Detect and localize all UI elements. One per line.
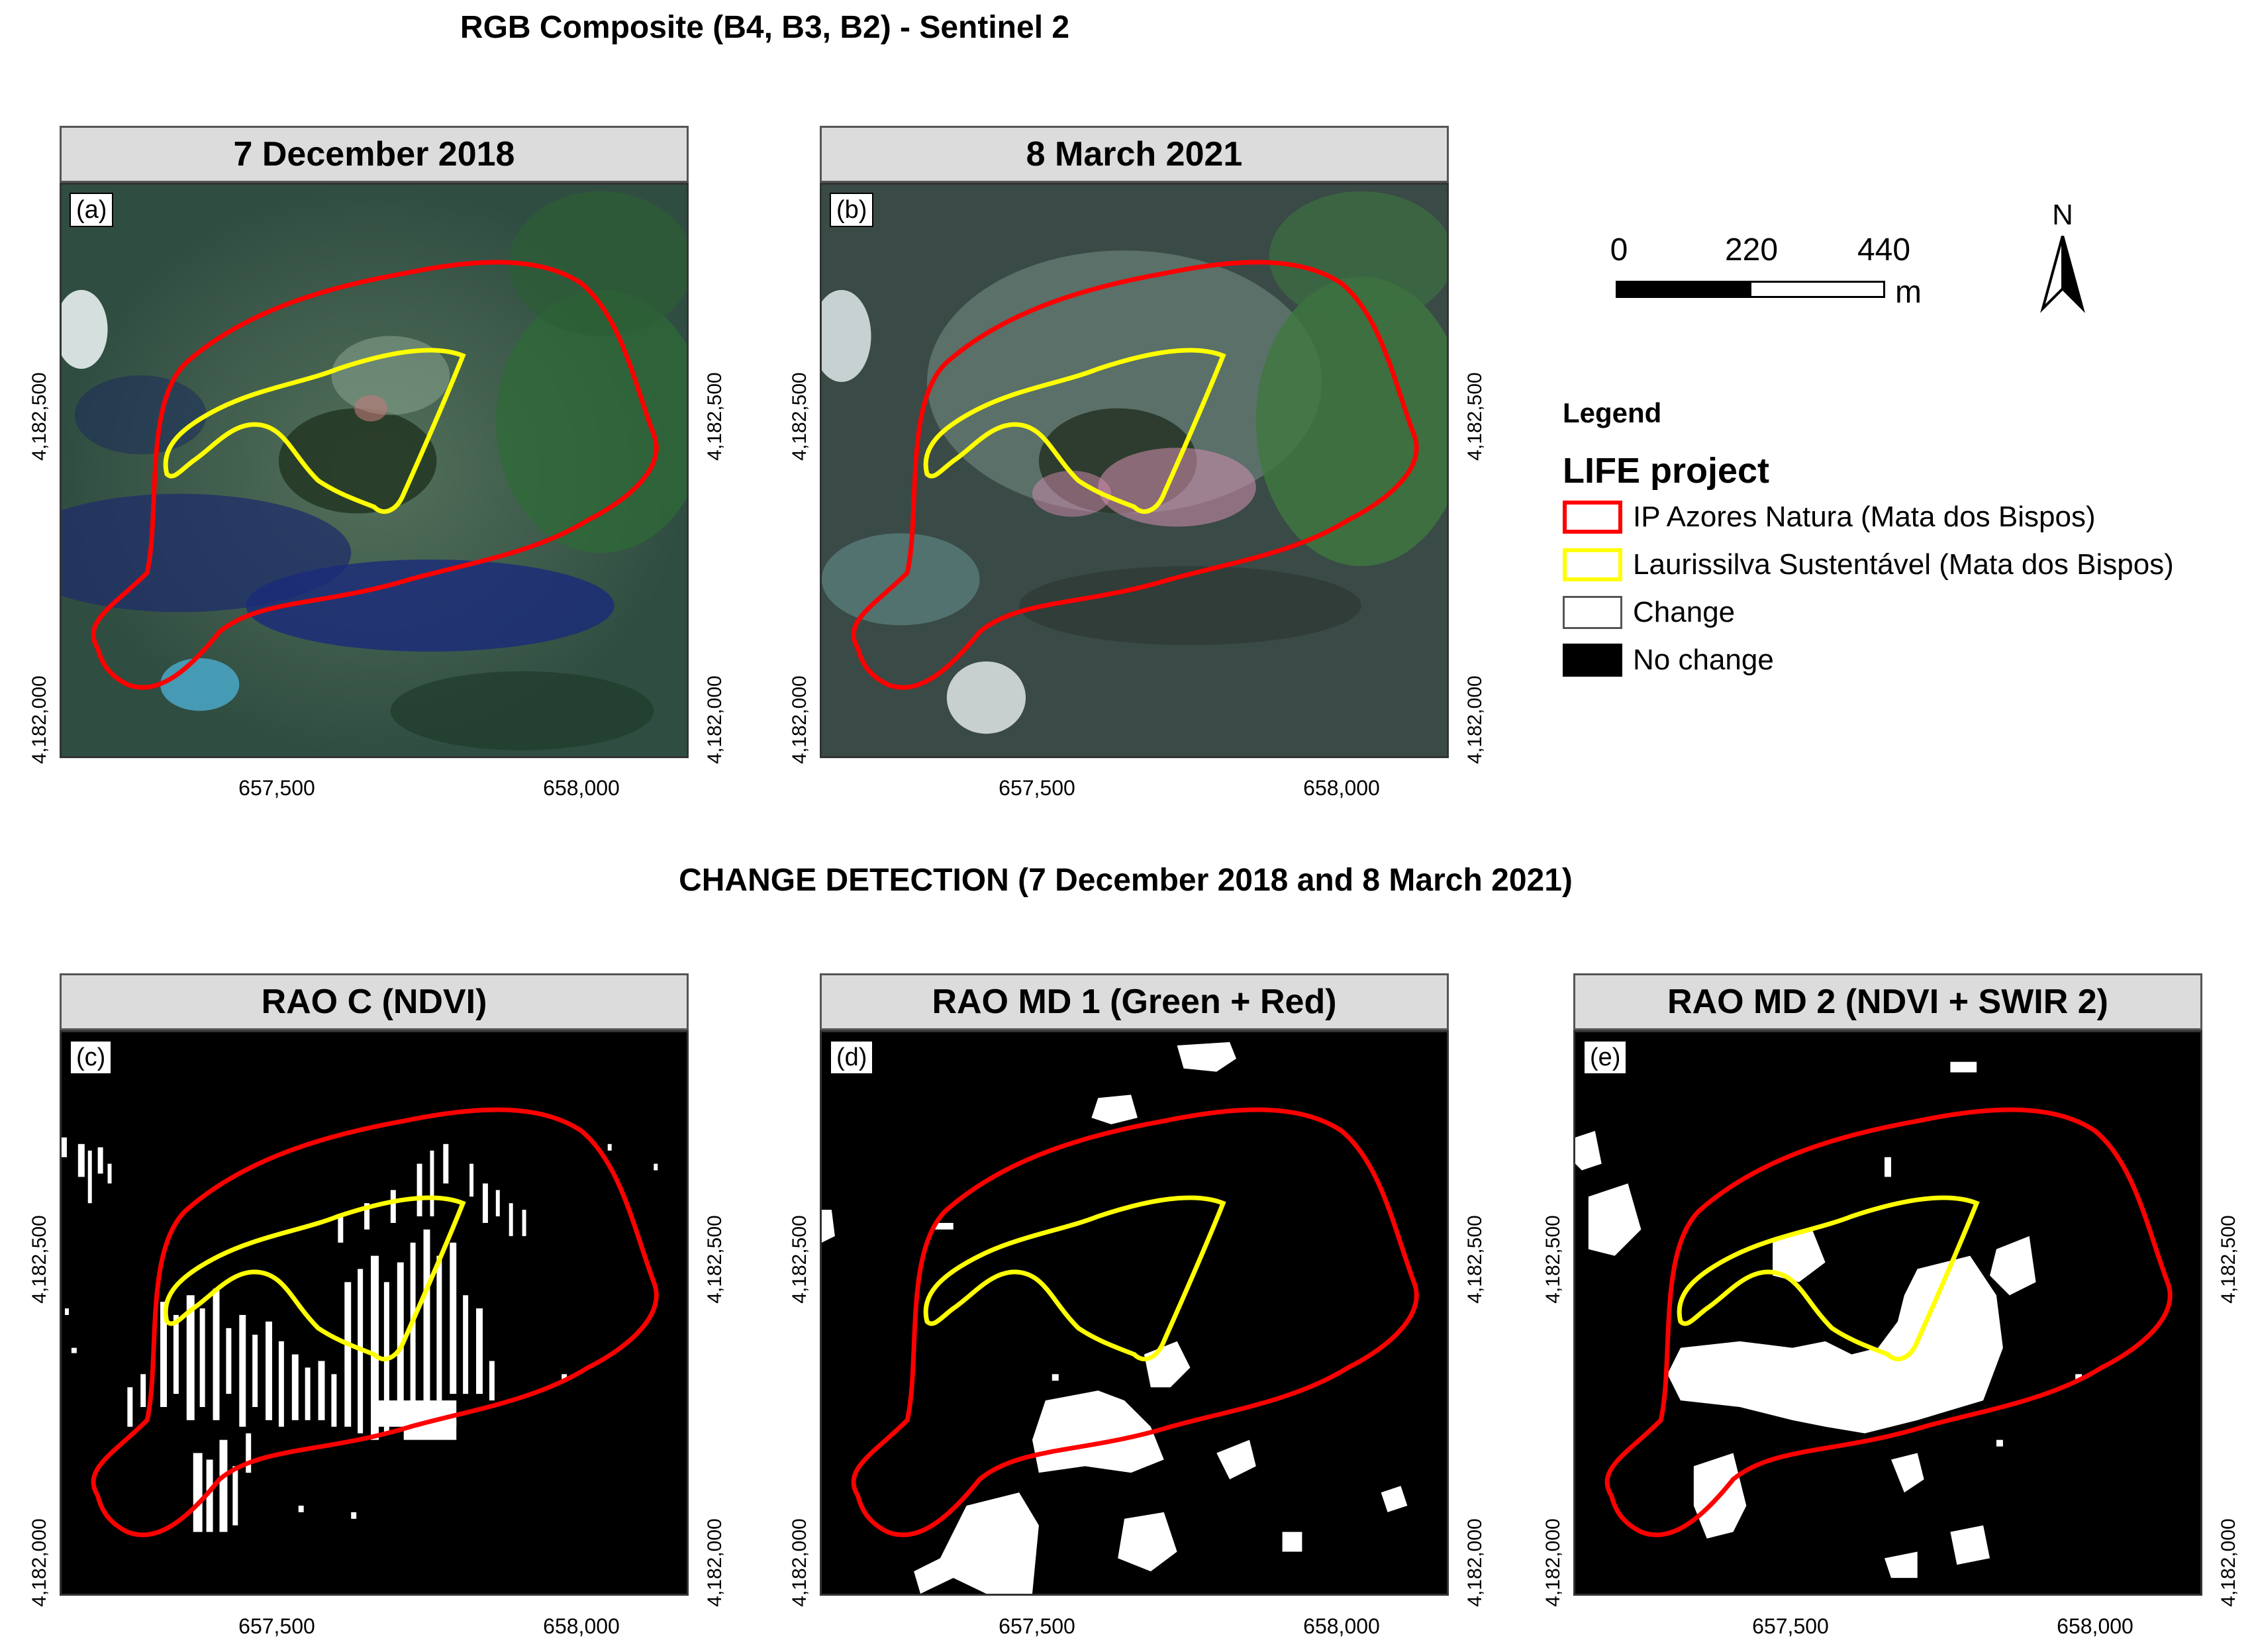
xtick-e-0: 657,500: [1752, 1614, 1829, 1638]
ytick-d-right-1: 4,182,000: [1464, 1518, 1486, 1607]
scalebar-label-2: 440: [1857, 232, 1911, 267]
rgb-2018-image: [62, 185, 687, 756]
legend-label-laurissilva: Laurissilva Sustentável (Mata dos Bispos…: [1633, 548, 2174, 581]
ytick-d-left-0: 4,182,500: [789, 1215, 810, 1304]
ytick-b-right-0: 4,182,500: [1464, 372, 1486, 461]
panel-e-map: (e): [1573, 1030, 2202, 1596]
ytick-e-left-0: 4,182,500: [1542, 1215, 1564, 1304]
scalebar-label-0: 0: [1610, 232, 1628, 267]
ip-azores-natura-boundary: [1604, 1107, 2173, 1537]
legend-label-no-change: No change: [1633, 644, 1774, 676]
legend-item-change: Change: [1563, 596, 1735, 629]
panel-e-title: RAO MD 2 (NDVI + SWIR 2): [1573, 973, 2202, 1030]
north-arrow-icon: [2040, 236, 2085, 313]
ytick-c-left-1: 4,182,000: [28, 1518, 50, 1607]
panel-a-title: 7 December 2018: [60, 126, 689, 183]
xtick-d-1: 658,000: [1303, 1614, 1380, 1638]
ytick-b-right-1: 4,182,000: [1464, 675, 1486, 764]
laurissilva-boundary: [923, 1195, 1226, 1361]
change-map-e: [1575, 1032, 2200, 1594]
ytick-a-left-0: 4,182,500: [28, 372, 50, 461]
panel-c-letter: (c): [70, 1040, 113, 1075]
panel-a-map: (a): [60, 183, 689, 758]
legend-label-change: Change: [1633, 596, 1736, 628]
ytick-b-left-1: 4,182,000: [789, 675, 810, 764]
ytick-b-left-0: 4,182,500: [789, 372, 810, 461]
legend-item-no-change: No change: [1563, 644, 1774, 677]
panel-d: RAO MD 1 (Green + Red) (d): [820, 973, 1449, 1596]
xtick-b-0: 657,500: [999, 776, 1075, 800]
ytick-a-left-1: 4,182,000: [28, 675, 50, 764]
ytick-e-left-1: 4,182,000: [1542, 1518, 1564, 1607]
panel-a-letter: (a): [70, 193, 114, 227]
legend-item-ip-azores: IP Azores Natura (Mata dos Bispos): [1563, 501, 2096, 534]
change-section-title: CHANGE DETECTION (7 December 2018 and 8 …: [679, 863, 1573, 898]
scalebar-label-1: 220: [1724, 232, 1779, 267]
laurissilva-boundary: [1677, 1195, 1980, 1361]
ytick-c-right-0: 4,182,500: [704, 1215, 726, 1304]
panel-b-title: 8 March 2021: [820, 126, 1449, 183]
panel-d-letter: (d): [830, 1040, 874, 1075]
legend-swatch-red: [1563, 501, 1622, 534]
ip-azores-natura-boundary: [91, 1107, 659, 1537]
ytick-a-right-0: 4,182,500: [704, 372, 726, 461]
xtick-d-0: 657,500: [999, 1614, 1075, 1638]
legend-swatch-black: [1563, 644, 1622, 677]
panel-c-title: RAO C (NDVI): [60, 973, 689, 1030]
change-map-c: [62, 1032, 687, 1594]
ytick-a-right-1: 4,182,000: [704, 675, 726, 764]
ytick-e-right-1: 4,182,000: [2218, 1518, 2239, 1607]
legend-item-laurissilva: Laurissilva Sustentável (Mata dos Bispos…: [1563, 548, 2174, 581]
scalebar-white-segment: [1749, 281, 1885, 298]
xtick-c-0: 657,500: [238, 1614, 315, 1638]
xtick-b-1: 658,000: [1303, 776, 1380, 800]
legend-swatch-white: [1563, 596, 1622, 629]
xtick-c-1: 658,000: [543, 1614, 620, 1638]
laurissilva-boundary: [923, 348, 1226, 514]
ytick-c-left-0: 4,182,500: [28, 1215, 50, 1304]
panel-b-map: (b): [820, 183, 1449, 758]
legend-label-ip-azores: IP Azores Natura (Mata dos Bispos): [1633, 501, 2096, 533]
ip-azores-natura-boundary: [851, 260, 1419, 690]
laurissilva-boundary: [163, 348, 466, 514]
scalebar-black-segment: [1616, 281, 1751, 298]
scalebar-unit: m: [1895, 275, 1922, 310]
panel-b-letter: (b): [830, 193, 874, 227]
ip-azores-natura-boundary: [851, 1107, 1419, 1537]
north-arrow: N: [2036, 199, 2089, 318]
ytick-e-right-0: 4,182,500: [2218, 1215, 2239, 1304]
rgb-section-title: RGB Composite (B4, B3, B2) - Sentinel 2: [460, 10, 1070, 45]
panel-e: RAO MD 2 (NDVI + SWIR 2) (e): [1573, 973, 2202, 1596]
xtick-a-0: 657,500: [238, 776, 315, 800]
legend-subtitle: LIFE project: [1563, 451, 1770, 491]
scale-bar: 0 220 440 m: [1610, 232, 1922, 310]
ytick-d-left-1: 4,182,000: [789, 1518, 810, 1607]
panel-c: RAO C (NDVI) (c): [60, 973, 689, 1596]
legend-swatch-yellow: [1563, 548, 1622, 581]
panel-b: 8 March 2021 (b): [820, 126, 1449, 758]
xtick-a-1: 658,000: [543, 776, 620, 800]
laurissilva-boundary: [163, 1195, 466, 1361]
ytick-c-right-1: 4,182,000: [704, 1518, 726, 1607]
xtick-e-1: 658,000: [2057, 1614, 2133, 1638]
legend-title: Legend: [1563, 397, 1662, 428]
panel-c-map: (c): [60, 1030, 689, 1596]
panel-e-letter: (e): [1583, 1040, 1628, 1075]
panel-d-title: RAO MD 1 (Green + Red): [820, 973, 1449, 1030]
rgb-2021-image: [822, 185, 1447, 756]
north-label: N: [2052, 199, 2073, 231]
ytick-d-right-0: 4,182,500: [1464, 1215, 1486, 1304]
panel-a: 7 December 2018 (a): [60, 126, 689, 758]
change-map-d: [822, 1032, 1447, 1594]
ip-azores-natura-boundary: [91, 260, 659, 690]
panel-d-map: (d): [820, 1030, 1449, 1596]
